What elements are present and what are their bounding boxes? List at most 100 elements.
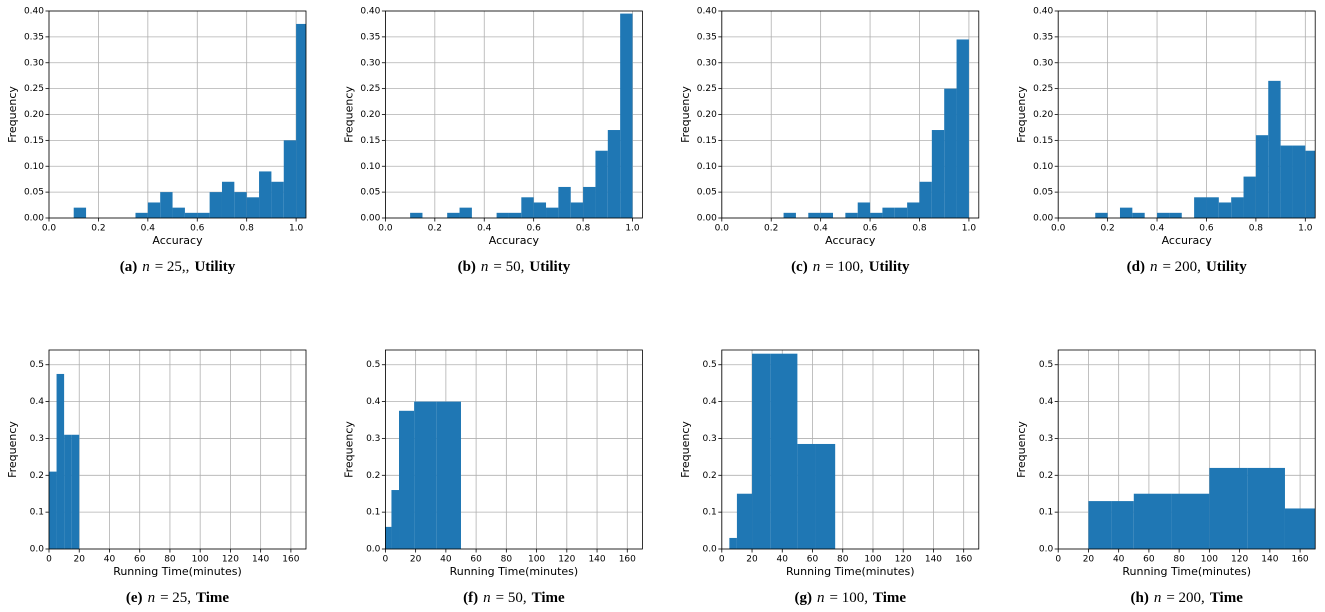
bar xyxy=(729,537,737,549)
bar xyxy=(172,207,185,218)
y-tick-label: 0.5 xyxy=(366,360,380,370)
x-tick-label: 0.2 xyxy=(428,224,442,234)
x-tick-label: 0.2 xyxy=(91,224,105,234)
bar xyxy=(882,207,895,218)
bar xyxy=(820,212,834,218)
y-tick-label: 0.3 xyxy=(366,434,380,444)
x-tick-label: 160 xyxy=(282,555,299,565)
x-axis-label: Accuracy xyxy=(152,234,203,247)
y-tick-label: 0.20 xyxy=(1033,110,1053,120)
caption: (g) n = 100, Time xyxy=(795,590,907,606)
bar xyxy=(944,88,957,218)
x-tick-label: 60 xyxy=(134,555,146,565)
bar xyxy=(1171,493,1210,549)
x-tick-label: 160 xyxy=(1291,555,1308,565)
x-tick-label: 0.6 xyxy=(527,224,542,234)
y-tick-label: 0.2 xyxy=(30,471,44,481)
bars xyxy=(49,373,80,549)
y-tick-label: 0.00 xyxy=(697,214,717,224)
bar xyxy=(246,197,260,218)
y-axis-label: Frequency xyxy=(1015,421,1028,478)
bar xyxy=(736,493,753,549)
caption: (a) n = 25,, Utility xyxy=(120,259,236,275)
x-tick-label: 140 xyxy=(1261,555,1278,565)
y-tick-label: 0.25 xyxy=(360,84,380,94)
caption-label: (h) xyxy=(1131,590,1149,606)
caption: (e) n = 25, Time xyxy=(126,590,230,606)
bar xyxy=(135,212,148,218)
y-axis-label: Frequency xyxy=(6,86,19,143)
y-tick-label: 0.2 xyxy=(1039,471,1053,481)
bar xyxy=(1247,467,1285,549)
y-tick-label: 0.4 xyxy=(1039,397,1054,407)
y-tick-label: 0.10 xyxy=(24,162,44,172)
plot-frame xyxy=(384,349,643,550)
bar xyxy=(1132,212,1145,218)
bar xyxy=(71,434,80,549)
x-tick-label: 0.2 xyxy=(1100,224,1114,234)
bar xyxy=(797,443,816,549)
x-tick-label: 100 xyxy=(1201,555,1218,565)
x-tick-label: 0 xyxy=(1055,555,1061,565)
caption-metric: Utility xyxy=(529,259,570,275)
y-tick-label: 0.25 xyxy=(24,84,44,94)
bar xyxy=(1194,197,1207,218)
bar xyxy=(73,207,87,218)
x-tick-label: 120 xyxy=(558,555,575,565)
bar xyxy=(1284,508,1316,549)
caption-equation: = 200, xyxy=(1166,590,1204,606)
caption-equation: = 25, xyxy=(160,590,191,606)
y-tick-label: 0.00 xyxy=(24,214,44,224)
x-tick-label: 0.6 xyxy=(190,224,205,234)
plot-frame xyxy=(48,10,307,219)
caption-metric: Utility xyxy=(1206,259,1247,275)
y-tick-label: 0.00 xyxy=(1033,214,1053,224)
y-tick-label: 0.35 xyxy=(1033,32,1053,42)
bars xyxy=(73,23,306,218)
caption: (h) n = 200, Time xyxy=(1131,590,1244,606)
bar xyxy=(64,434,72,549)
x-tick-label: 0.8 xyxy=(240,224,255,234)
plot-frame xyxy=(721,10,980,219)
bar xyxy=(533,202,547,218)
y-tick-label: 0.40 xyxy=(1033,7,1053,17)
caption-label: (f) xyxy=(463,590,478,606)
x-axis-label: Running Time(minutes) xyxy=(1122,565,1251,578)
x-tick-label: 80 xyxy=(164,555,176,565)
bar xyxy=(1243,176,1256,218)
x-axis-label: Accuracy xyxy=(1162,234,1213,247)
y-tick-label: 0.15 xyxy=(24,136,44,146)
x-tick-label: 0 xyxy=(383,555,389,565)
x-tick-label: 0.2 xyxy=(764,224,778,234)
x-tick-label: 80 xyxy=(837,555,849,565)
caption-label: (g) xyxy=(795,590,813,606)
x-tick-label: 80 xyxy=(501,555,513,565)
bar xyxy=(570,202,584,218)
bar xyxy=(49,471,57,549)
y-tick-label: 0.35 xyxy=(360,32,380,42)
x-tick-label: 20 xyxy=(746,555,758,565)
y-tick-label: 0.10 xyxy=(360,162,380,172)
caption-metric: Time xyxy=(532,590,565,606)
bar xyxy=(496,212,509,218)
y-tick-label: 0.00 xyxy=(360,214,380,224)
y-tick-label: 0.10 xyxy=(697,162,717,172)
caption-equation: = 50, xyxy=(493,259,524,275)
bar xyxy=(1231,197,1244,218)
y-tick-label: 0.30 xyxy=(24,58,44,68)
chart-panel: 0.00 0.05 0.10 0.15 0.20 0.25 0.30 0.35 0.40 0.0 0… xyxy=(342,7,643,275)
x-tick-label: 80 xyxy=(1173,555,1185,565)
y-tick-label: 0.30 xyxy=(1033,58,1053,68)
y-tick-label: 0.1 xyxy=(1039,508,1053,518)
bar xyxy=(1095,212,1108,218)
plot-frame xyxy=(721,349,980,550)
y-tick-label: 0.30 xyxy=(697,58,717,68)
bar xyxy=(1169,212,1182,218)
y-tick-label: 0.2 xyxy=(702,471,716,481)
x-tick-label: 120 xyxy=(222,555,239,565)
x-tick-label: 0.6 xyxy=(1199,224,1214,234)
y-tick-label: 0.1 xyxy=(30,508,44,518)
bar xyxy=(1280,145,1293,218)
bars xyxy=(1095,80,1316,218)
chart-panel: 0.00 0.05 0.10 0.15 0.20 0.25 0.30 0.35 0.40 0.0 0… xyxy=(679,7,980,275)
